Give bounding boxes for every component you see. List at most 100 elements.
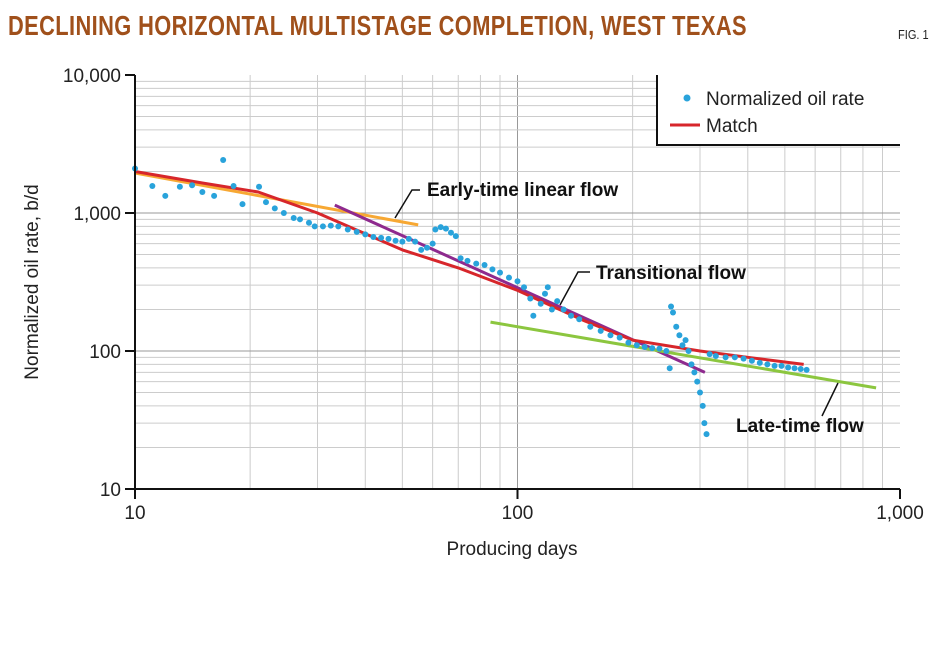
data-point: [685, 348, 692, 354]
data-point: [691, 369, 698, 376]
data-point: [305, 219, 312, 226]
data-point: [688, 361, 695, 368]
x-tick-label: 100: [502, 503, 534, 524]
data-point: [452, 233, 459, 240]
data-point: [764, 361, 771, 368]
data-point: [679, 342, 686, 349]
data-point: [447, 229, 454, 236]
data-point: [319, 223, 326, 230]
data-point: [162, 192, 169, 199]
data-point: [362, 231, 369, 238]
data-point: [489, 266, 496, 273]
y-tick-label: 1,000: [73, 204, 121, 225]
figure-label: FIG. 1: [898, 27, 929, 42]
data-point: [537, 300, 544, 307]
data-point: [481, 261, 488, 268]
data-point: [256, 183, 263, 190]
data-point: [731, 354, 738, 361]
data-point: [576, 316, 583, 323]
data-point: [670, 309, 677, 316]
data-point: [230, 182, 237, 189]
annotation-transitional: Transitional flow: [559, 263, 746, 306]
y-tick-label: 10: [100, 480, 121, 501]
data-point: [803, 366, 810, 373]
data-point: [473, 260, 480, 267]
data-point: [712, 352, 719, 359]
data-point: [676, 332, 683, 339]
x-tick-label: 1,000: [876, 503, 924, 524]
data-point: [625, 339, 632, 346]
data-point: [514, 278, 521, 285]
data-point: [412, 238, 419, 245]
data-point: [696, 389, 703, 396]
data-point: [432, 226, 439, 233]
data-point: [587, 323, 594, 330]
trend-line: [490, 320, 877, 390]
data-point: [296, 216, 303, 223]
data-point: [327, 222, 334, 229]
data-point: [405, 235, 412, 242]
legend-label-oil-rate: Normalized oil rate: [706, 89, 864, 110]
data-point: [344, 226, 351, 233]
data-point: [392, 237, 399, 244]
data-point: [699, 402, 706, 409]
svg-text:Late-time flow: Late-time flow: [736, 416, 864, 437]
data-point: [464, 257, 471, 264]
data-point: [673, 323, 680, 330]
data-point: [280, 210, 287, 216]
data-point: [656, 345, 663, 352]
data-point: [457, 255, 464, 262]
data-point: [597, 327, 604, 334]
data-point: [353, 228, 360, 235]
x-axis-label: Producing days: [447, 539, 578, 560]
data-point: [271, 205, 278, 212]
data-point: [797, 366, 804, 373]
data-point: [189, 182, 196, 189]
y-tick-label: 10,000: [63, 66, 121, 87]
data-point: [220, 157, 227, 164]
data-point: [560, 306, 567, 313]
data-point: [785, 364, 792, 371]
annotation-early: Early-time linear flow: [394, 180, 618, 219]
data-point: [694, 378, 701, 385]
data-point: [663, 348, 670, 354]
data-point: [682, 337, 689, 344]
data-point: [748, 357, 755, 364]
data-point: [290, 214, 297, 221]
data-point: [703, 431, 710, 438]
data-point: [437, 224, 444, 231]
data-point: [505, 274, 512, 281]
data-point: [771, 362, 778, 369]
data-point: [568, 312, 575, 319]
data-point: [429, 240, 436, 247]
data-point: [791, 365, 798, 372]
data-point: [521, 284, 528, 291]
data-point: [649, 345, 656, 352]
data-point: [740, 355, 747, 362]
data-point: [633, 342, 640, 349]
data-point: [554, 298, 561, 305]
data-point: [262, 199, 269, 206]
data-point: [541, 290, 548, 297]
y-tick-label: 100: [89, 342, 121, 363]
annotation-late: Late-time flow: [736, 382, 864, 437]
data-point: [378, 234, 385, 241]
data-point: [778, 362, 785, 369]
data-point: [706, 351, 713, 358]
data-point: [199, 188, 206, 195]
data-point: [335, 223, 342, 230]
data-point: [496, 269, 503, 276]
data-point: [616, 334, 623, 341]
data-point: [399, 238, 406, 245]
data-point: [668, 303, 675, 310]
legend-dot-icon: [683, 94, 691, 102]
y-axis-label: Normalized oil rate, b/d: [22, 184, 43, 379]
data-point: [607, 332, 614, 339]
legend-label-match: Match: [706, 116, 758, 137]
chart-title: DECLINING HORIZONTAL MULTISTAGE COMPLETI…: [8, 10, 747, 41]
svg-text:Early-time linear flow: Early-time linear flow: [427, 180, 618, 201]
data-point: [239, 201, 246, 208]
data-point: [641, 343, 648, 350]
x-tick-label: 10: [124, 503, 145, 524]
